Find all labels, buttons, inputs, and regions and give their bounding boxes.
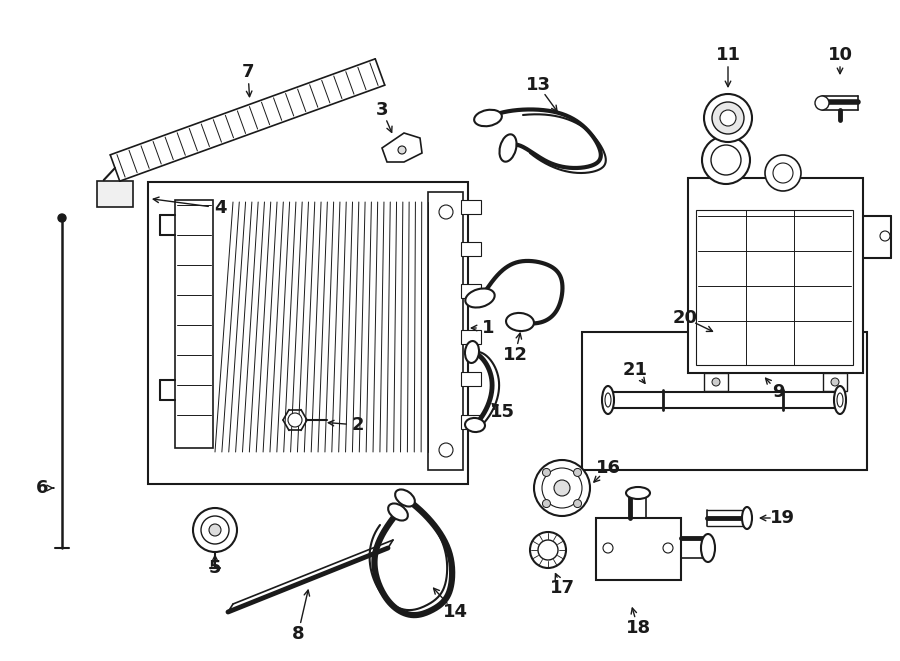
Ellipse shape (500, 134, 517, 162)
Bar (175, 200, 213, 448)
Circle shape (773, 163, 793, 183)
Text: 11: 11 (716, 46, 741, 64)
Text: 7: 7 (242, 63, 254, 81)
Bar (461, 284, 481, 298)
Ellipse shape (742, 507, 752, 529)
Text: 21: 21 (623, 361, 647, 379)
Text: 9: 9 (772, 383, 784, 401)
Text: 12: 12 (502, 346, 527, 364)
Ellipse shape (506, 313, 534, 331)
Circle shape (439, 205, 453, 219)
Circle shape (201, 516, 229, 544)
Ellipse shape (834, 386, 846, 414)
Circle shape (815, 96, 829, 110)
Text: 13: 13 (526, 76, 551, 94)
Bar (148, 182, 468, 484)
Circle shape (702, 136, 750, 184)
Bar (696, 210, 853, 365)
Circle shape (398, 146, 406, 154)
Text: 14: 14 (443, 603, 467, 621)
Circle shape (543, 469, 551, 477)
Circle shape (530, 532, 566, 568)
Circle shape (193, 508, 237, 552)
Circle shape (573, 500, 581, 508)
Bar (596, 518, 681, 580)
Text: 15: 15 (490, 403, 515, 421)
Ellipse shape (701, 534, 715, 562)
Text: 18: 18 (626, 619, 651, 637)
Ellipse shape (465, 288, 495, 307)
Ellipse shape (465, 341, 479, 363)
Circle shape (711, 145, 741, 175)
Bar (461, 415, 481, 429)
Bar (582, 332, 867, 470)
Bar (461, 372, 481, 386)
Circle shape (288, 413, 302, 427)
Text: 3: 3 (376, 101, 388, 119)
Ellipse shape (626, 487, 650, 499)
Ellipse shape (465, 418, 485, 432)
Bar (461, 242, 481, 256)
Circle shape (543, 500, 551, 508)
Circle shape (720, 110, 736, 126)
Text: 2: 2 (352, 416, 365, 434)
Ellipse shape (388, 504, 408, 520)
Ellipse shape (605, 393, 611, 407)
Bar (461, 200, 481, 214)
Ellipse shape (395, 490, 415, 506)
Text: 1: 1 (482, 319, 494, 337)
Circle shape (538, 540, 558, 560)
Polygon shape (382, 133, 422, 162)
Text: 5: 5 (209, 559, 221, 577)
Ellipse shape (474, 110, 502, 126)
Bar (428, 192, 463, 470)
Circle shape (712, 102, 744, 134)
Text: 16: 16 (596, 459, 620, 477)
Circle shape (663, 543, 673, 553)
Text: 8: 8 (292, 625, 304, 643)
Text: 6: 6 (36, 479, 49, 497)
Circle shape (542, 468, 582, 508)
Circle shape (58, 214, 66, 222)
Ellipse shape (602, 386, 614, 414)
Circle shape (209, 524, 221, 536)
Text: 17: 17 (550, 579, 574, 597)
Text: 10: 10 (827, 46, 852, 64)
Bar (97, 181, 133, 207)
Circle shape (712, 378, 720, 386)
Text: 4: 4 (214, 199, 226, 217)
Circle shape (880, 231, 890, 241)
Text: 19: 19 (770, 509, 795, 527)
Circle shape (439, 443, 453, 457)
Circle shape (603, 543, 613, 553)
Bar (704, 373, 728, 391)
Bar (461, 330, 481, 344)
Bar (823, 373, 847, 391)
Circle shape (765, 155, 801, 191)
Ellipse shape (837, 393, 843, 407)
Text: 20: 20 (672, 309, 698, 327)
Circle shape (704, 94, 752, 142)
Circle shape (554, 480, 570, 496)
Circle shape (573, 469, 581, 477)
Bar (688, 178, 863, 373)
Circle shape (831, 378, 839, 386)
Circle shape (534, 460, 590, 516)
